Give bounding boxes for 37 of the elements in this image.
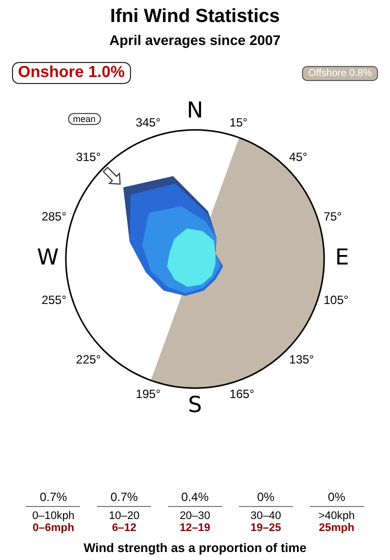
spoke-label: 315°	[76, 150, 102, 164]
spoke-label: 285°	[42, 210, 67, 224]
spoke-label: 135°	[289, 352, 314, 367]
text: mean	[68, 113, 101, 125]
text: 6–12	[110, 522, 138, 534]
spoke-label: 15°	[229, 116, 248, 130]
spoke-label: 105°	[324, 292, 349, 307]
text: W	[36, 246, 59, 271]
text: 0–6mph	[32, 522, 76, 534]
text: 25mph	[318, 522, 356, 534]
text: Wind strength as a proportion of time	[82, 541, 308, 555]
text: N	[186, 98, 204, 124]
spoke-label: 225°	[76, 352, 102, 367]
spoke-label: 165°	[229, 387, 254, 402]
text: >40kph	[317, 510, 356, 522]
spoke-label: 45°	[289, 150, 308, 164]
text: 0.4%	[168, 490, 222, 507]
text: 30–40	[249, 510, 282, 522]
text: 20–30	[178, 510, 212, 522]
text: Offshore 0.8%	[302, 66, 378, 81]
spoke-label: 195°	[136, 387, 161, 402]
text: 0.7%	[26, 490, 80, 507]
text: Onshore 1.0%	[12, 62, 131, 84]
text: 0%	[310, 490, 364, 507]
chart-subtitle: April averages since 2007	[108, 32, 282, 48]
spoke-label: 75°	[324, 210, 342, 224]
text: 0–10kph	[31, 510, 76, 522]
text: S	[188, 392, 202, 418]
text: 0.7%	[97, 490, 152, 507]
text: 19–25	[249, 522, 282, 534]
text: 12–19	[178, 522, 212, 534]
spoke-label: 255°	[42, 292, 67, 307]
text: 10–20	[108, 510, 140, 522]
spoke-label: 345°	[136, 116, 161, 130]
chart-title: Ifni Wind Statistics	[109, 6, 281, 28]
text: E	[335, 246, 350, 271]
text: 0%	[238, 490, 293, 507]
